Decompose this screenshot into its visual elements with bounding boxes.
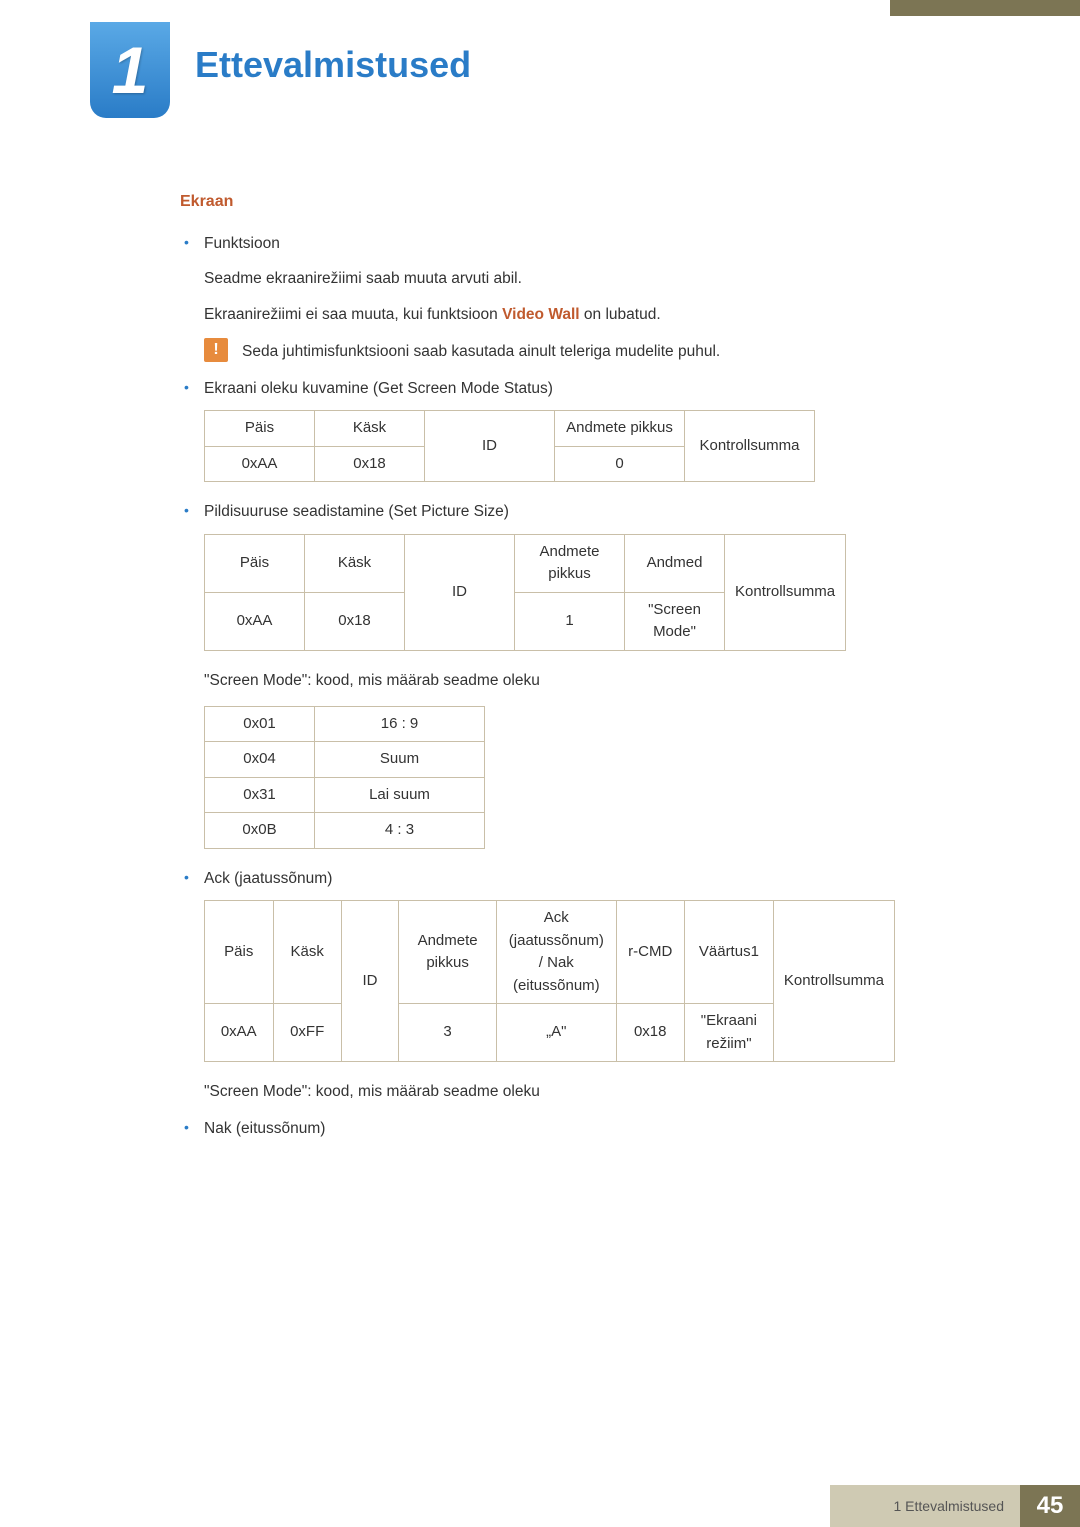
table-row: 0x0B4 : 3	[205, 813, 485, 849]
table-cell: Päis	[205, 534, 305, 592]
bullet-funktsioon: Funktsioon Seadme ekraanirežiimi saab mu…	[180, 232, 895, 326]
note-2: "Screen Mode": kood, mis määrab seadme o…	[204, 1080, 895, 1103]
table-cell: 0xAA	[205, 1004, 274, 1062]
table-cell: 0xFF	[273, 1004, 341, 1062]
table-cell: Päis	[205, 901, 274, 1004]
chapter-title: Ettevalmistused	[195, 44, 471, 86]
table-row: PäisKäskIDAndmete pikkusAndmedKontrollsu…	[205, 534, 846, 592]
table-row: PäisKäskIDAndmete pikkusAck (jaatussõnum…	[205, 901, 895, 1004]
table-cell: Väärtus1	[684, 901, 773, 1004]
note-1: "Screen Mode": kood, mis määrab seadme o…	[204, 669, 895, 692]
alert-icon: !	[204, 338, 228, 362]
chapter-tab: 1	[90, 22, 170, 118]
table-cell: Andmete pikkus	[399, 901, 497, 1004]
para-2: Ekraanirežiimi ei saa muuta, kui funktsi…	[204, 303, 895, 326]
bullet-set-size: Pildisuuruse seadistamine (Set Picture S…	[180, 500, 895, 523]
table-cell: 0x04	[205, 742, 315, 778]
table-cell: 0x0B	[205, 813, 315, 849]
section-heading: Ekraan	[180, 190, 895, 214]
table-cell: Käsk	[305, 534, 405, 592]
bullet-label: Funktsioon	[204, 232, 895, 255]
table-cell: Käsk	[315, 411, 425, 447]
table-cell: ID	[341, 901, 398, 1062]
para-2-pre: Ekraanirežiimi ei saa muuta, kui funktsi…	[204, 306, 502, 323]
footer-label: 1 Ettevalmistused	[830, 1485, 1020, 1527]
table-cell: ID	[405, 534, 515, 650]
table-set-size: PäisKäskIDAndmete pikkusAndmedKontrollsu…	[204, 534, 846, 651]
table-cell: 0x18	[315, 446, 425, 482]
para-2-post: on lubatud.	[580, 306, 661, 323]
info-text: Seda juhtimisfunktsiooni saab kasutada a…	[242, 338, 895, 363]
table-row: 0x04Suum	[205, 742, 485, 778]
table-ack: PäisKäskIDAndmete pikkusAck (jaatussõnum…	[204, 900, 895, 1062]
table-get-status: PäisKäskIDAndmete pikkusKontrollsumma0xA…	[204, 410, 815, 482]
table-cell: Andmete pikkus	[555, 411, 685, 447]
table-cell: 0x18	[305, 592, 405, 650]
table-cell: Andmete pikkus	[515, 534, 625, 592]
table-cell: Andmed	[625, 534, 725, 592]
table-cell: "Ekraani režiim"	[684, 1004, 773, 1062]
table-cell: Kontrollsumma	[773, 901, 894, 1062]
table-cell: r-CMD	[616, 901, 684, 1004]
table-cell: 0	[555, 446, 685, 482]
info-callout: ! Seda juhtimisfunktsiooni saab kasutada…	[204, 338, 895, 363]
table-row: 0x31Lai suum	[205, 777, 485, 813]
table-row: 0x0116 : 9	[205, 706, 485, 742]
bullet-get-status: Ekraani oleku kuvamine (Get Screen Mode …	[180, 377, 895, 400]
table-cell: 0xAA	[205, 446, 315, 482]
top-stripe	[890, 0, 1080, 16]
table-cell: 0x31	[205, 777, 315, 813]
video-wall-highlight: Video Wall	[502, 306, 580, 323]
table-cell: 0xAA	[205, 592, 305, 650]
table-cell: Päis	[205, 411, 315, 447]
table-cell: Kontrollsumma	[685, 411, 815, 482]
table-cell: Kontrollsumma	[725, 534, 846, 650]
table-codes: 0x0116 : 90x04Suum0x31Lai suum0x0B4 : 3	[204, 706, 485, 849]
table-cell: Suum	[315, 742, 485, 778]
page-content: Ekraan Funktsioon Seadme ekraanirežiimi …	[180, 190, 895, 1151]
table-cell: "Screen Mode"	[625, 592, 725, 650]
table-cell: 0x01	[205, 706, 315, 742]
page-footer: 1 Ettevalmistused 45	[0, 1485, 1080, 1527]
chapter-number: 1	[112, 32, 149, 108]
table-cell: 0x18	[616, 1004, 684, 1062]
table-row: PäisKäskIDAndmete pikkusKontrollsumma	[205, 411, 815, 447]
bullet-nak: Nak (eitussõnum)	[180, 1117, 895, 1140]
table-cell: Käsk	[273, 901, 341, 1004]
table-cell: „A"	[497, 1004, 617, 1062]
table-cell: 16 : 9	[315, 706, 485, 742]
table-cell: ID	[425, 411, 555, 482]
bullet-ack: Ack (jaatussõnum)	[180, 867, 895, 890]
table-cell: Ack (jaatussõnum) / Nak (eitussõnum)	[497, 901, 617, 1004]
para-1: Seadme ekraanirežiimi saab muuta arvuti …	[204, 267, 895, 290]
table-cell: 1	[515, 592, 625, 650]
footer-page-number: 45	[1020, 1485, 1080, 1527]
table-cell: Lai suum	[315, 777, 485, 813]
table-cell: 3	[399, 1004, 497, 1062]
table-cell: 4 : 3	[315, 813, 485, 849]
